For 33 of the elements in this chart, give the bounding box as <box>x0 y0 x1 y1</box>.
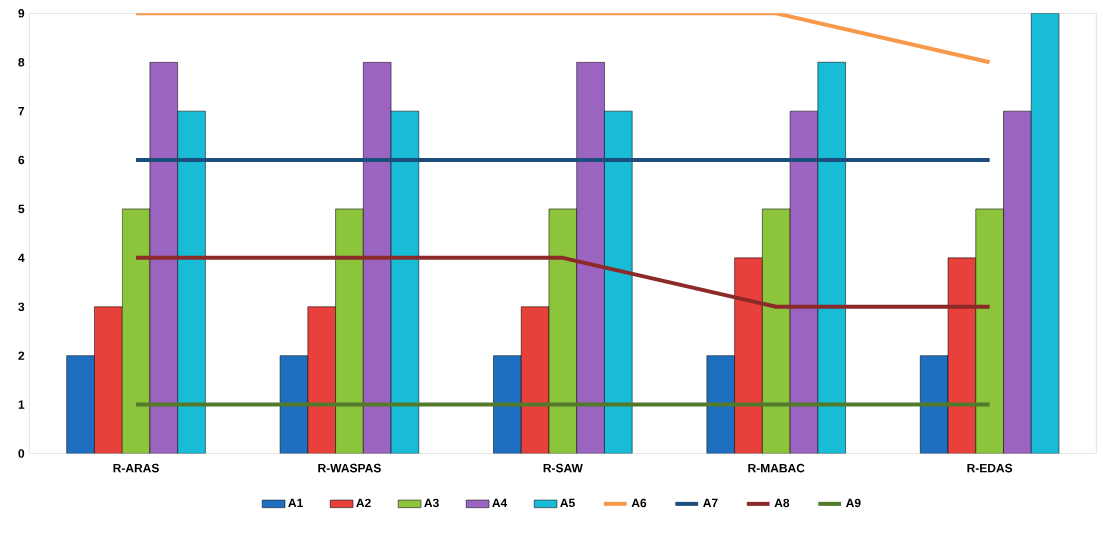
legend-label: A3 <box>424 498 439 508</box>
bar <box>548 208 577 454</box>
bar <box>121 208 151 454</box>
bar <box>307 306 336 454</box>
x-tick-label: R-EDAS <box>967 463 1013 473</box>
y-tick-label: 9 <box>18 9 25 18</box>
legend-label: A1 <box>288 498 303 507</box>
y-tick-label: 6 <box>18 155 25 165</box>
bar <box>94 306 123 454</box>
x-tick-label: R-WASPAS <box>318 463 381 473</box>
legend-label: A7 <box>703 498 718 507</box>
x-tick-label: R-SAW <box>543 463 583 473</box>
bar <box>335 208 364 454</box>
legend-label: A6 <box>631 498 647 508</box>
y-tick-label: 0 <box>18 449 25 458</box>
x-tick-label: R-MABAC <box>748 463 805 473</box>
legend-label: A9 <box>846 498 861 508</box>
y-tick-label: 5 <box>18 204 25 214</box>
bar <box>734 257 763 454</box>
y-tick-label: 4 <box>18 253 25 262</box>
legend-label: A8 <box>774 498 790 508</box>
legend-label: A2 <box>356 498 371 507</box>
y-tick-label: 7 <box>18 106 25 116</box>
y-tick-label: 3 <box>18 302 25 311</box>
y-tick-label: 2 <box>18 351 25 360</box>
bar <box>975 208 1004 454</box>
legend-label: A5 <box>560 498 575 508</box>
y-tick-label: 8 <box>18 57 25 67</box>
y-tick-label: 1 <box>18 400 25 409</box>
bar <box>762 208 791 454</box>
bar <box>520 306 550 454</box>
legend-label: A4 <box>492 498 508 507</box>
x-tick-label: R-ARAS <box>113 463 159 473</box>
